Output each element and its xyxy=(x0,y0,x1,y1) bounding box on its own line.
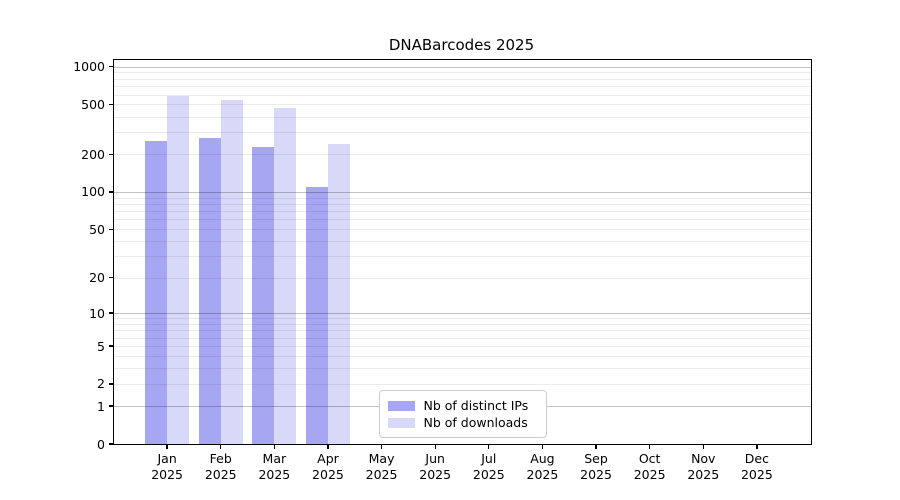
major-gridline-100 xyxy=(113,191,811,193)
x-tick-label-apr: Apr 2025 xyxy=(312,451,344,482)
legend-swatch-distinct-ips xyxy=(387,400,415,411)
bar-distinct-ips-apr xyxy=(305,187,328,444)
y-tick-mark xyxy=(109,153,114,155)
x-tick-mark xyxy=(702,444,704,449)
legend-label-distinct-ips: Nb of distinct IPs xyxy=(423,398,529,413)
minor-gridline-3 xyxy=(113,368,811,370)
legend-swatch-downloads xyxy=(387,417,415,428)
x-tick-mark xyxy=(541,444,544,449)
minor-gridline-400 xyxy=(113,116,811,118)
y-tick-label-500: 500 xyxy=(81,96,105,112)
y-tick-mark xyxy=(109,191,114,193)
y-tick-label-200: 200 xyxy=(81,146,105,162)
y-tick-mark xyxy=(109,228,114,230)
bar-distinct-ips-jan xyxy=(145,141,168,444)
bar-distinct-ips-feb xyxy=(198,137,221,444)
legend-row-distinct-ips: Nb of distinct IPs xyxy=(387,397,537,414)
y-tick-mark xyxy=(109,66,114,68)
x-tick-label-dec: Dec 2025 xyxy=(740,451,773,482)
minor-gridline-8 xyxy=(113,323,811,325)
y-tick-label-20: 20 xyxy=(89,270,105,286)
x-tick-mark xyxy=(434,444,436,449)
y-tick-label-1: 1 xyxy=(97,398,105,414)
y-tick-mark xyxy=(109,312,114,314)
y-tick-mark xyxy=(109,103,114,106)
minor-gridline-700 xyxy=(113,86,811,88)
minor-gridline-70 xyxy=(113,211,811,213)
minor-gridline-800 xyxy=(113,78,811,80)
bar-downloads-feb xyxy=(220,99,243,444)
y-tick-label-50: 50 xyxy=(89,221,105,237)
minor-gridline-9 xyxy=(113,318,811,320)
x-tick-label-jun: Jun 2025 xyxy=(419,451,452,482)
y-tick-label-10: 10 xyxy=(89,305,105,321)
x-tick-mark xyxy=(273,444,275,449)
x-tick-label-jul: Jul 2025 xyxy=(472,451,505,482)
minor-gridline-500 xyxy=(113,104,811,106)
minor-gridline-6 xyxy=(113,337,811,339)
minor-gridline-7 xyxy=(113,330,811,332)
minor-gridline-60 xyxy=(113,219,811,221)
x-tick-label-jan: Jan 2025 xyxy=(151,451,184,482)
x-tick-mark xyxy=(220,444,222,449)
x-tick-mark xyxy=(166,444,168,449)
minor-gridline-2 xyxy=(113,383,811,385)
minor-gridline-900 xyxy=(113,72,811,74)
minor-gridline-80 xyxy=(113,203,811,205)
x-tick-mark xyxy=(327,444,329,449)
x-tick-mark xyxy=(649,444,651,449)
x-tick-label-aug: Aug 2025 xyxy=(526,451,559,482)
legend-row-downloads: Nb of downloads xyxy=(387,414,537,431)
x-tick-mark xyxy=(756,444,758,449)
y-tick-label-100: 100 xyxy=(81,184,105,200)
bar-downloads-mar xyxy=(274,108,297,444)
minor-gridline-300 xyxy=(113,132,811,134)
x-tick-mark xyxy=(488,444,490,449)
x-tick-label-feb: Feb 2025 xyxy=(204,451,237,482)
y-tick-mark xyxy=(109,443,114,445)
y-tick-label-5: 5 xyxy=(97,338,105,354)
plot-area: Nb of distinct IPs Nb of downloads xyxy=(112,59,812,445)
minor-gridline-600 xyxy=(113,94,811,96)
y-tick-mark xyxy=(109,383,114,385)
bar-downloads-jan xyxy=(167,96,190,444)
y-tick-label-2: 2 xyxy=(97,376,105,392)
y-tick-label-0: 0 xyxy=(97,436,105,452)
x-tick-mark xyxy=(595,444,597,449)
major-gridline-10 xyxy=(113,313,811,315)
x-tick-label-nov: Nov 2025 xyxy=(687,451,720,482)
bar-downloads-apr xyxy=(327,143,350,444)
minor-gridline-4 xyxy=(113,356,811,358)
x-tick-label-mar: Mar 2025 xyxy=(258,451,291,482)
legend: Nb of distinct IPs Nb of downloads xyxy=(378,390,547,438)
minor-gridline-90 xyxy=(113,197,811,199)
minor-gridline-20 xyxy=(113,277,811,279)
y-tick-mark xyxy=(109,405,114,407)
minor-gridline-5 xyxy=(113,346,811,348)
legend-label-downloads: Nb of downloads xyxy=(423,415,528,430)
major-gridline-1000 xyxy=(113,66,811,68)
bar-distinct-ips-mar xyxy=(252,147,275,444)
minor-gridline-30 xyxy=(113,256,811,258)
y-tick-label-1000: 1000 xyxy=(73,59,105,75)
x-tick-label-sep: Sep 2025 xyxy=(580,451,612,482)
minor-gridline-40 xyxy=(113,241,811,243)
minor-gridline-50 xyxy=(113,229,811,231)
minor-gridline-200 xyxy=(113,154,811,156)
y-tick-mark xyxy=(109,277,114,279)
x-tick-label-oct: Oct 2025 xyxy=(633,451,666,482)
x-tick-mark xyxy=(380,444,383,449)
x-tick-label-may: May 2025 xyxy=(365,451,398,482)
chart-title: DNABarcodes 2025 xyxy=(388,36,535,54)
y-tick-mark xyxy=(109,345,114,347)
